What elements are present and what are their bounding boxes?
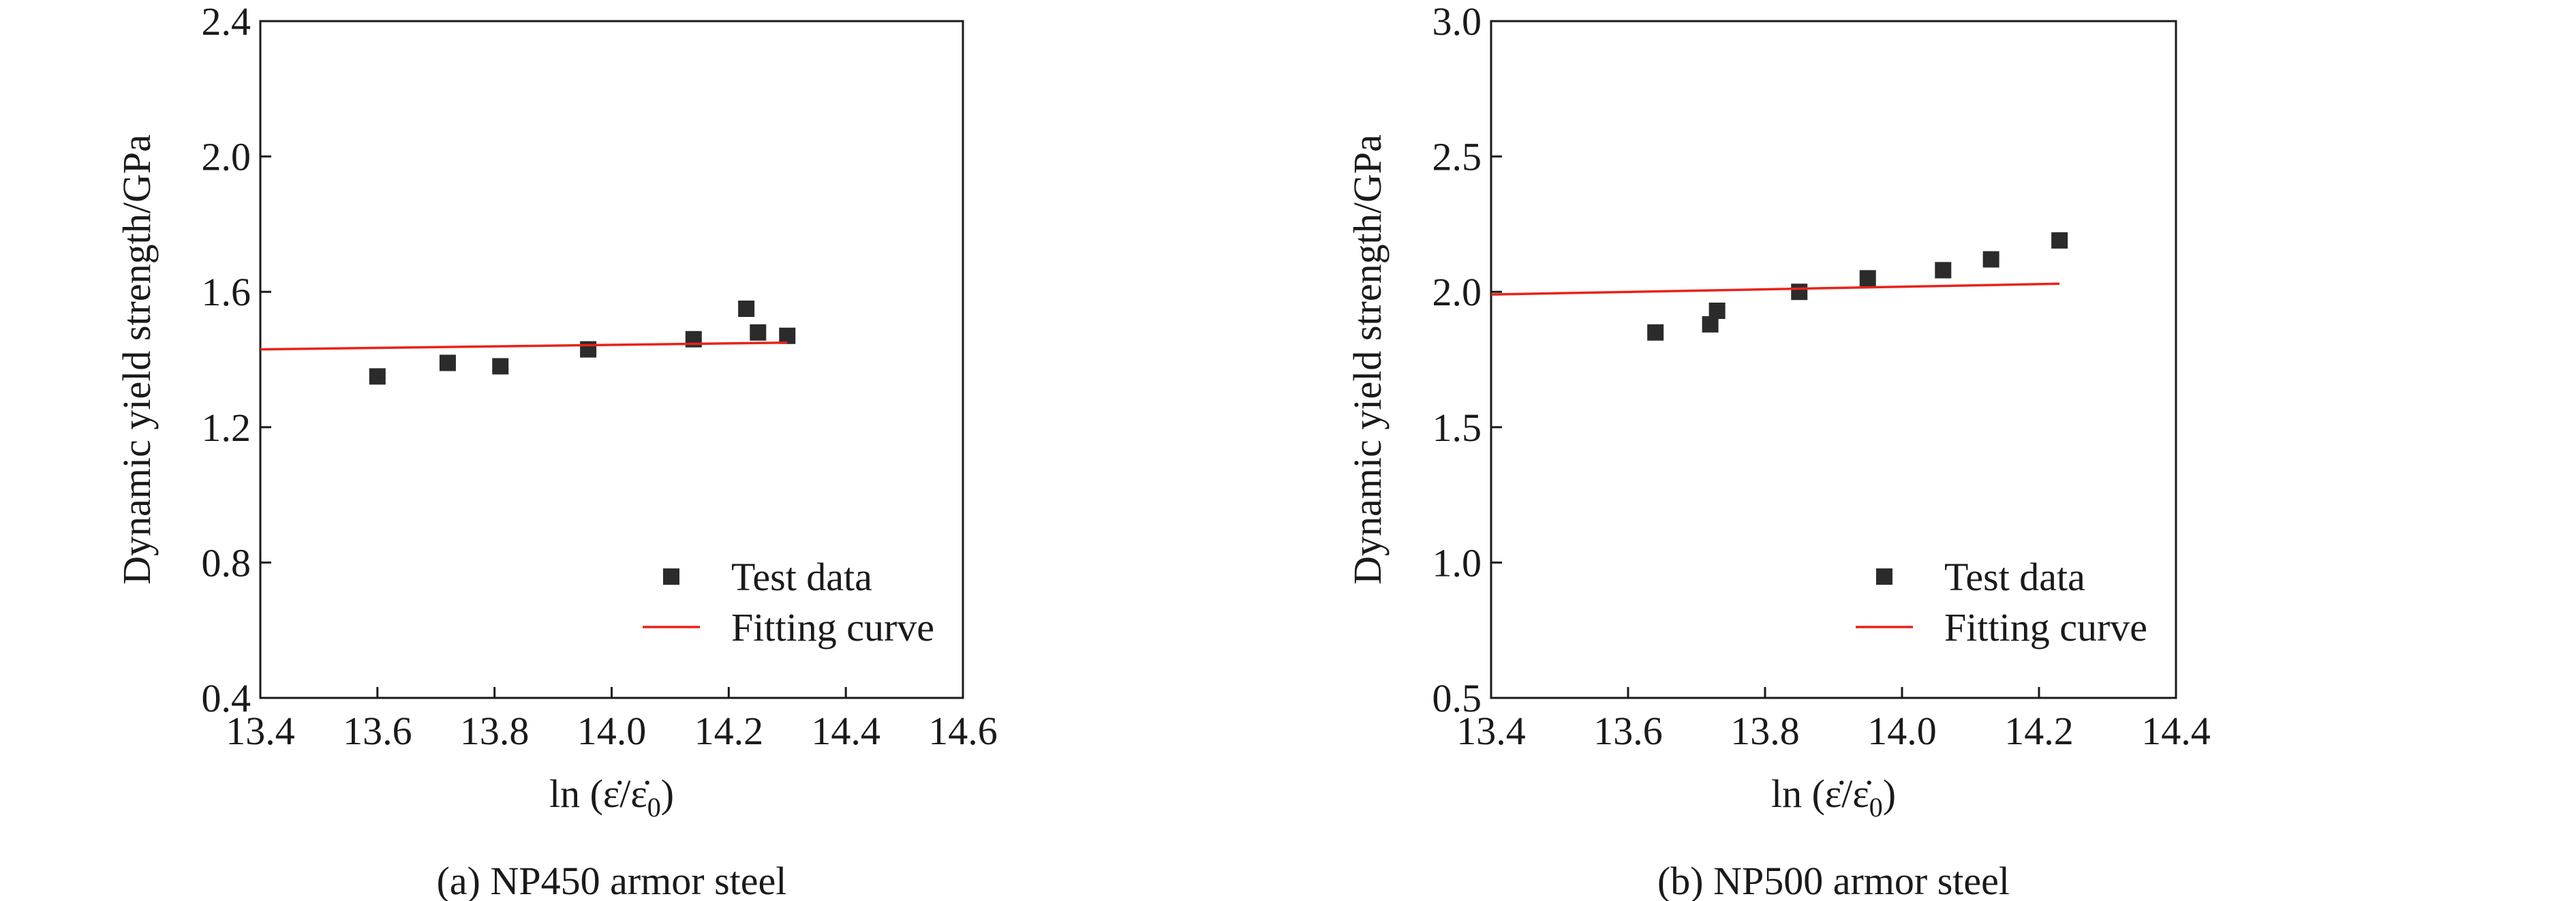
test-data-point [1647, 324, 1664, 341]
y-tick-label: 2.5 [1432, 135, 1482, 179]
x-tick-label: 13.6 [343, 709, 412, 753]
legend-label: Test data [731, 555, 872, 599]
chart-panel-b: 13.4 13.6 13.8 14.0 14.2 14.4 0.5 1.0 1.5 2.0 2.5 3… [1345, 0, 2211, 901]
x-axis-label: ln (ε̇/ε̇0) [549, 772, 674, 823]
x-axis-label: ln (ε̇/ε̇0) [1771, 772, 1896, 823]
y-tick-label: 1.6 [202, 270, 251, 314]
y-tick-label: 0.5 [1432, 676, 1482, 720]
x-tick-label: 13.4 [226, 709, 295, 753]
legend-marker-test-data [663, 568, 679, 585]
test-data-point [439, 354, 456, 371]
x-tick-label: 14.0 [1867, 709, 1937, 753]
test-data-point [580, 341, 597, 358]
x-axis-label-main: ln (ε̇/ε̇ [1771, 772, 1872, 816]
y-tick-label: 0.4 [202, 676, 251, 720]
x-axis-label-close: ) [1883, 772, 1896, 816]
test-data-point [1791, 284, 1808, 301]
y-tick-label: 2.0 [1432, 270, 1482, 314]
legend-label: Test data [1944, 555, 2085, 599]
x-tick-label: 14.0 [577, 709, 647, 753]
x-tick-label: 14.2 [694, 709, 764, 753]
test-data-point [1708, 303, 1726, 320]
x-tick-label: 13.8 [460, 709, 530, 753]
x-axis-label-main: ln (ε̇/ε̇ [549, 772, 650, 816]
test-data-point [779, 327, 796, 344]
x-tick-label: 14.2 [2004, 709, 2074, 753]
y-tick-label: 1.2 [202, 406, 251, 450]
x-axis-label-subscript: 0 [647, 792, 661, 823]
x-axis-label-subscript: 0 [1869, 792, 1883, 823]
y-tick-label: 0.8 [202, 540, 251, 585]
fitting-curve-line [260, 341, 788, 351]
plot-frame [1490, 20, 2177, 699]
y-tick-label: 3.0 [1432, 0, 1482, 44]
legend-marker-test-data [1876, 568, 1892, 585]
chart-caption: (b) NP500 armor steel [1657, 859, 2010, 901]
x-tick-label: 14.4 [811, 709, 880, 753]
test-data-point [492, 358, 509, 375]
x-tick-label: 13.8 [1730, 709, 1800, 753]
test-data-point [1935, 262, 1952, 279]
y-axis-label: Dynamic yield strength/GPa [114, 134, 159, 584]
y-tick-label: 2.0 [202, 135, 251, 179]
test-data-point [2051, 232, 2068, 249]
x-tick-label: 13.4 [1456, 709, 1526, 753]
chart-panel-a: 13.4 13.6 13.8 14.0 14.2 14.4 14.6 0.4 0.8 1.2 1.6… [114, 0, 998, 901]
test-data-point [1859, 270, 1876, 287]
chart-caption: (a) NP450 armor steel [437, 859, 787, 901]
y-tick-label: 1.5 [1432, 406, 1482, 450]
test-data-point [750, 324, 767, 341]
fitting-curve-line [1490, 282, 2060, 296]
test-data-point [738, 301, 755, 318]
legend-label: Fitting curve [731, 605, 934, 650]
test-data-point [1982, 251, 1999, 268]
y-axis-label: Dynamic yield strength/GPa [1345, 134, 1390, 584]
test-data-point [369, 368, 386, 385]
x-tick-label: 14.4 [2141, 709, 2211, 753]
x-axis-label-close: ) [661, 772, 674, 816]
x-tick-label: 14.6 [928, 709, 998, 753]
legend-label: Fitting curve [1944, 605, 2147, 650]
y-tick-label: 2.4 [202, 0, 251, 44]
x-tick-label: 13.6 [1593, 709, 1663, 753]
y-tick-label: 1.0 [1432, 540, 1482, 585]
